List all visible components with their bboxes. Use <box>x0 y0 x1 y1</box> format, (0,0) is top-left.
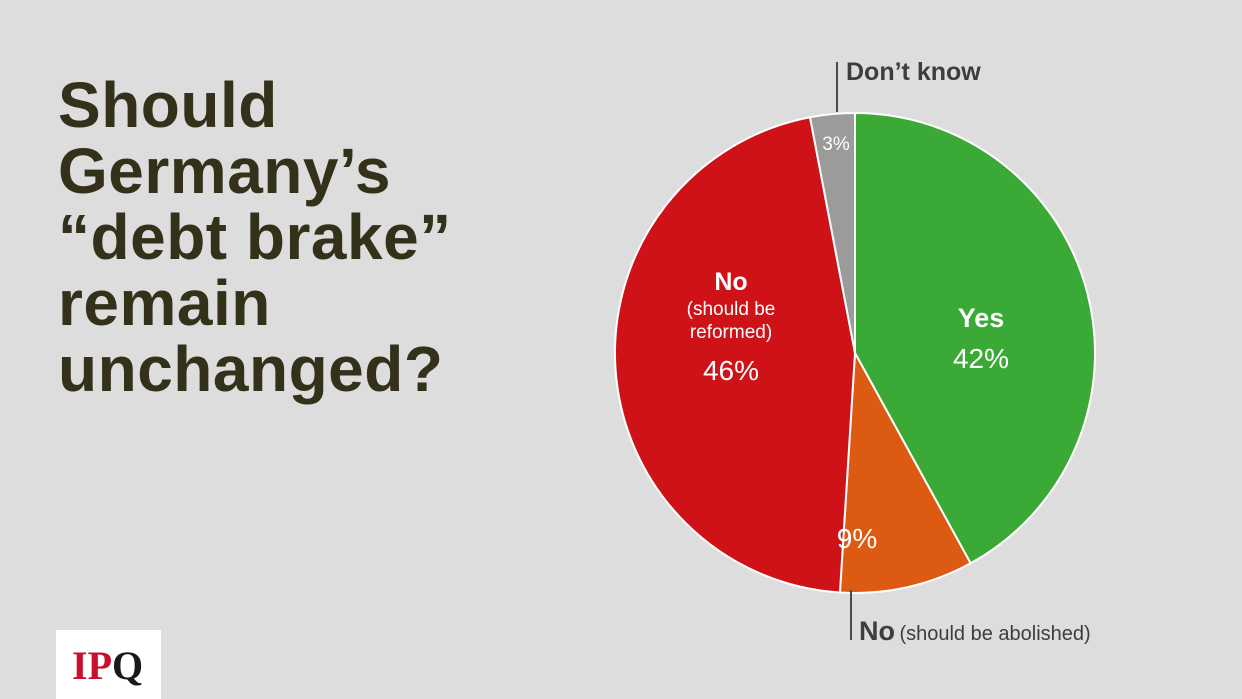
external-label-abolish-no: No <box>859 616 895 646</box>
logo-text: IPQ <box>72 646 143 686</box>
logo-ip: IP <box>72 643 112 688</box>
slice-value-abolish: 9% <box>837 523 877 554</box>
external-label-abolish: No (should be abolished) <box>859 616 1091 646</box>
slice-value-reform: 46% <box>703 355 759 386</box>
pie-slice-abolish <box>838 349 972 594</box>
chart-title: Should Germany’s “debt brake” remain unc… <box>58 72 578 402</box>
title-line: remain <box>58 267 271 339</box>
title-line: Germany’s <box>58 135 391 207</box>
logo-q: Q <box>112 643 144 688</box>
title-line: “debt brake” <box>58 201 452 273</box>
slice-sublabel-reform-1: (should be <box>687 299 776 320</box>
external-label-dontknow: Don’t know <box>846 58 981 86</box>
slice-value-yes: 42% <box>953 343 1009 374</box>
title-line: Should <box>58 69 278 141</box>
slice-value-dontknow: 3% <box>822 134 850 155</box>
pie-slice-reform <box>613 116 857 594</box>
external-label-abolish-sub: (should be abolished) <box>899 623 1090 645</box>
ipq-logo: IPQ <box>56 630 161 699</box>
pie-slice-yes <box>854 111 1096 565</box>
title-line: unchanged? <box>58 333 444 405</box>
slice-sublabel-reform-2: reformed) <box>690 322 772 343</box>
slice-label-yes: Yes <box>958 303 1005 333</box>
slice-label-reform: No <box>714 268 747 296</box>
pie-slice-dontknow <box>808 111 856 354</box>
